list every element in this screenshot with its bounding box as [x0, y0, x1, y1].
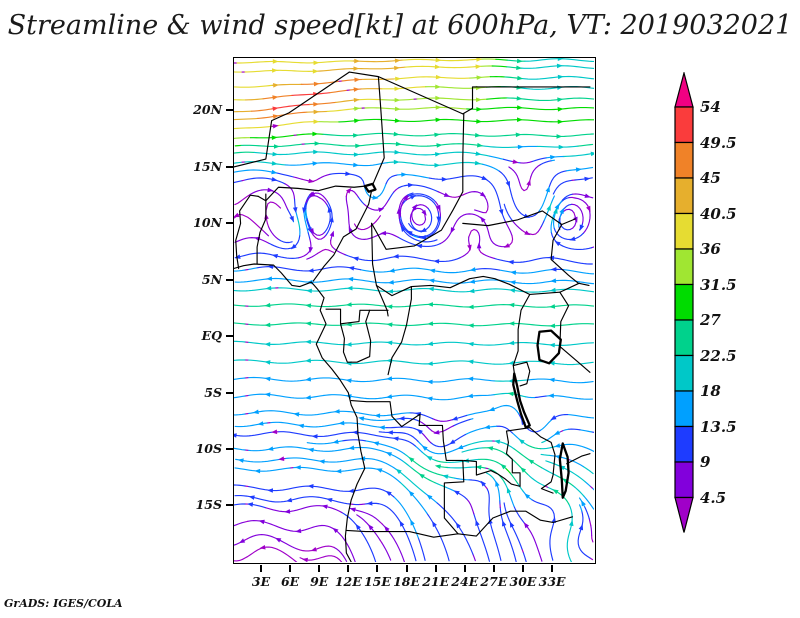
- y-tick-label: 15S: [195, 497, 222, 513]
- y-tick-mark: [226, 504, 233, 507]
- x-tick-mark: [260, 565, 262, 572]
- y-tick-label: 5N: [201, 271, 222, 287]
- x-tick-mark: [376, 565, 379, 572]
- x-tick-mark: [434, 565, 437, 572]
- y-tick-mark: [226, 222, 233, 225]
- x-tick-label: 24E: [451, 574, 479, 589]
- credit-text: GrADS: IGES/COLA: [4, 597, 123, 610]
- map-frame: [233, 57, 596, 564]
- x-tick-mark: [318, 565, 321, 572]
- y-tick-label: 15N: [193, 158, 222, 174]
- colorbar-scale: [674, 72, 694, 533]
- x-tick-label: 9E: [310, 574, 329, 589]
- y-tick-mark: [226, 109, 233, 112]
- x-tick-label: 30E: [509, 574, 537, 589]
- y-tick-label: 10N: [193, 215, 222, 231]
- colorbar-label: 45: [700, 169, 721, 187]
- x-tick-mark: [347, 565, 350, 572]
- colorbar-bottom-arrow: [674, 496, 694, 533]
- y-tick-mark: [226, 335, 233, 338]
- colorbar-label: 9: [700, 453, 711, 471]
- colorbar-label: 49.5: [700, 133, 737, 152]
- x-tick-label: 18E: [393, 574, 421, 589]
- y-tick-label: EQ: [201, 328, 222, 344]
- x-tick-mark: [522, 565, 524, 572]
- colorbar-label: 36: [700, 240, 721, 258]
- x-tick-mark: [463, 565, 466, 572]
- colorbar-top-arrow: [674, 72, 694, 108]
- colorbar-label: 22.5: [700, 346, 737, 365]
- y-tick-label: 20N: [193, 102, 222, 118]
- y-tick-mark: [226, 391, 233, 394]
- x-tick-label: 6E: [280, 574, 300, 589]
- colorbar-label: 54: [700, 98, 721, 116]
- y-tick-label: 10S: [195, 440, 222, 456]
- x-tick-label: 15E: [363, 574, 391, 589]
- streamline-map-canvas: [234, 58, 594, 562]
- x-tick-label: 3E: [251, 574, 271, 589]
- y-tick-mark: [226, 278, 233, 281]
- y-tick-mark: [226, 447, 233, 450]
- colorbar-label: 4.5: [700, 488, 727, 507]
- x-tick-label: 12E: [334, 574, 362, 589]
- x-tick-label: 33E: [538, 574, 566, 589]
- y-tick-mark: [226, 165, 233, 168]
- x-tick-mark: [289, 565, 292, 572]
- y-tick-label: 5S: [204, 384, 222, 400]
- x-tick-mark: [405, 565, 408, 572]
- colorbar-label: 40.5: [700, 204, 737, 223]
- x-tick-mark: [551, 565, 554, 572]
- x-tick-label: 21E: [422, 574, 450, 589]
- x-tick-mark: [492, 565, 495, 572]
- colorbar-label: 13.5: [700, 417, 737, 436]
- colorbar-label: 31.5: [700, 275, 737, 294]
- plot-title: Streamline & wind speed[kt] at 600hPa, V…: [7, 10, 793, 41]
- colorbar-label: 18: [700, 382, 721, 400]
- x-tick-label: 27E: [480, 574, 508, 589]
- colorbar-label: 27: [700, 311, 721, 329]
